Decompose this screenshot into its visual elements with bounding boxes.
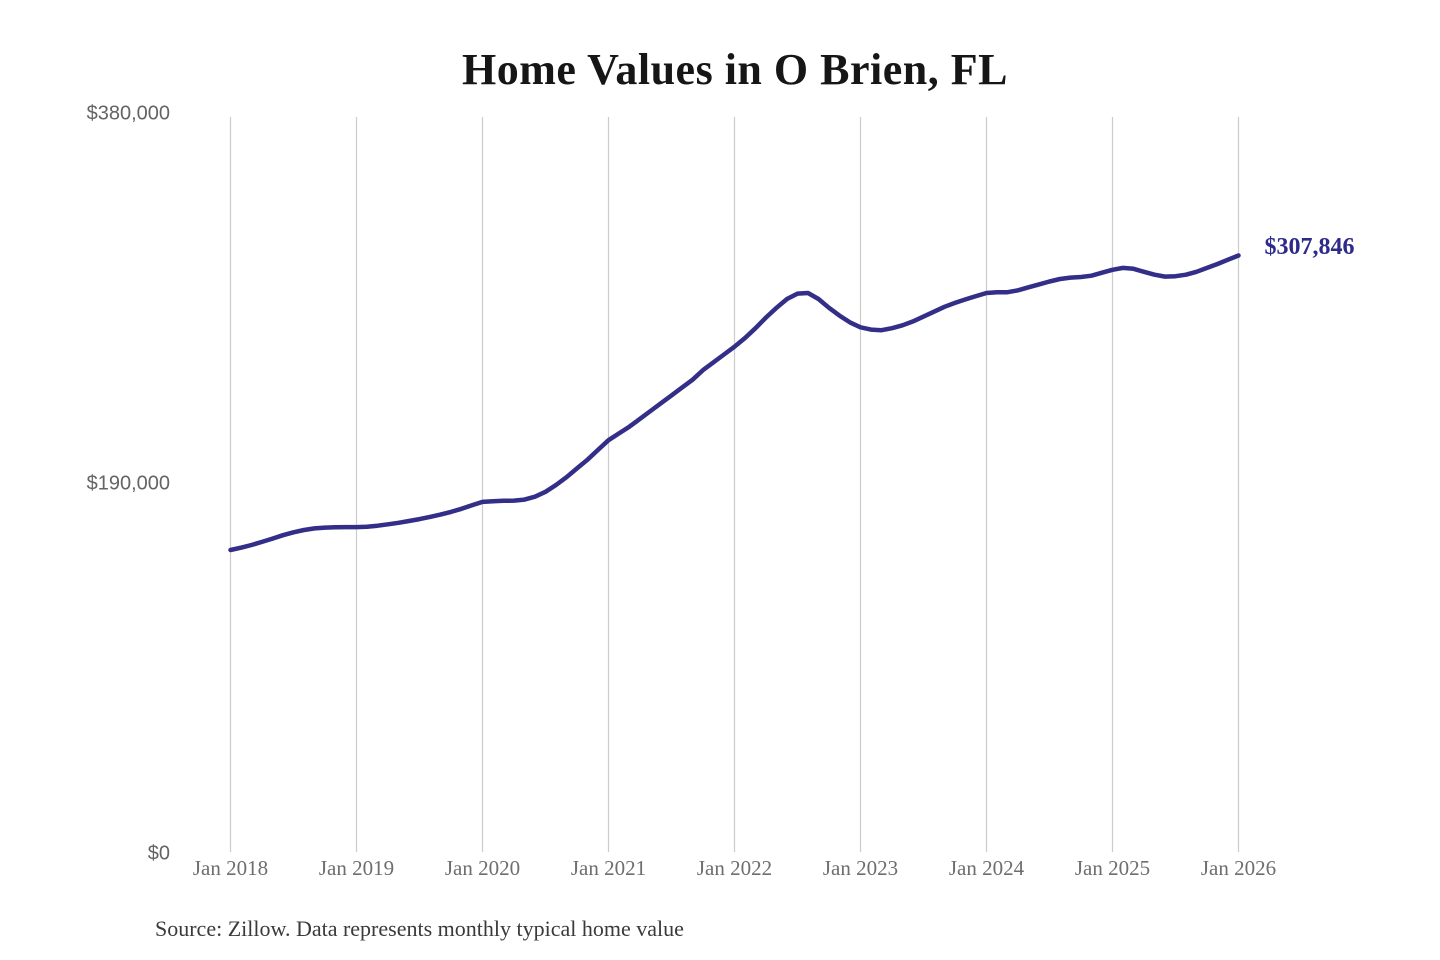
x-tick-label: Jan 2024 <box>948 856 1025 880</box>
y-tick-label: $380,000 <box>86 102 170 125</box>
x-tick-label: Jan 2025 <box>1074 856 1151 880</box>
x-tick-label: Jan 2026 <box>1200 856 1277 880</box>
home-value-series-line <box>228 253 1241 553</box>
x-tick-label: Jan 2020 <box>444 856 521 880</box>
y-tick-label: $190,000 <box>86 472 170 495</box>
x-tick-label: Jan 2023 <box>822 856 899 880</box>
source-note: Source: Zillow. Data represents monthly … <box>155 916 684 941</box>
x-tick-label: Jan 2019 <box>318 856 395 880</box>
y-tick-label: $0 <box>147 842 170 865</box>
x-tick-label: Jan 2022 <box>696 856 773 880</box>
chart-title: Home Values in O Brien, FL <box>462 45 1008 94</box>
x-tick-label: Jan 2021 <box>570 856 647 880</box>
end-value-label: $307,846 <box>1264 233 1355 260</box>
x-tick-label: Jan 2018 <box>192 856 269 880</box>
